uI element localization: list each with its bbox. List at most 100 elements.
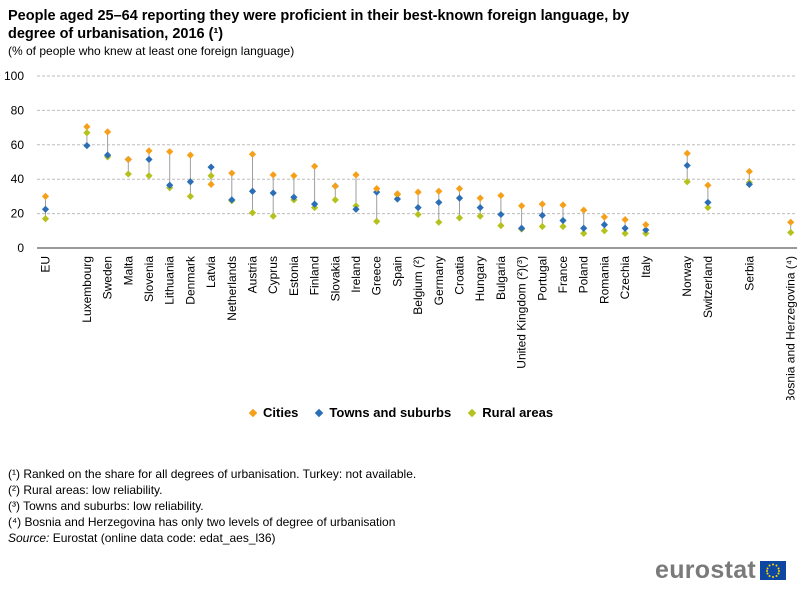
point-rural-areas [124, 170, 132, 178]
eurostat-logo: eurostat [655, 556, 787, 585]
point-cities [518, 202, 526, 210]
eu-flag-icon [760, 561, 787, 580]
point-towns-and-suburbs [166, 181, 174, 189]
x-tick-label: Portugal [535, 256, 549, 301]
legend-item-rural: Rural areas [467, 405, 554, 420]
x-tick-label: Greece [370, 256, 384, 296]
chart-legend: Cities Towns and suburbs Rural areas [248, 405, 554, 420]
point-towns-and-suburbs [290, 193, 298, 201]
x-tick-label: Poland [577, 256, 591, 293]
x-tick-label: Lithuania [163, 256, 177, 305]
source-text: Eurostat (online data code: edat_aes_l36… [52, 531, 276, 545]
y-tick-label: 100 [4, 69, 24, 83]
point-cities [435, 187, 443, 195]
x-tick-label: Latvia [204, 256, 218, 288]
footnote-4: (⁴) Bosnia and Herzegovina has only two … [8, 515, 396, 529]
point-rural-areas [559, 222, 567, 231]
point-towns-and-suburbs [145, 155, 153, 164]
point-cities [186, 151, 194, 159]
y-tick-label: 20 [11, 207, 25, 221]
dot-plot-chart: 0 20 40 60 80 100 EU Luxembourg Sweden Malta Slove… [4, 69, 798, 400]
x-tick-label: Serbia [742, 256, 756, 291]
point-cities [393, 190, 401, 198]
legend-label-rural: Rural areas [482, 405, 554, 420]
x-tick-label: Estonia [287, 256, 301, 296]
x-tick-label: Netherlands [225, 256, 239, 321]
point-rural-areas [580, 229, 588, 237]
source-label: Source: [8, 531, 50, 545]
point-cities [642, 221, 650, 229]
point-rural-areas [414, 210, 422, 219]
point-towns-and-suburbs [745, 180, 753, 188]
x-tick-label: Hungary [473, 256, 487, 301]
footnote-2: (²) Rural areas: low reliability. [8, 483, 163, 497]
point-cities [497, 191, 505, 200]
point-cities [331, 182, 339, 190]
point-towns-and-suburbs [580, 224, 588, 232]
point-cities [124, 155, 132, 164]
point-rural-areas [497, 222, 505, 230]
footnote-3: (³) Towns and suburbs: low reliability. [8, 499, 204, 513]
point-rural-areas [704, 203, 712, 212]
point-rural-areas [186, 192, 194, 200]
point-cities [104, 128, 112, 136]
x-tick-label: Slovakia [328, 256, 342, 302]
point-towns-and-suburbs [704, 198, 712, 207]
point-towns-and-suburbs [311, 200, 319, 208]
point-cities [145, 147, 153, 155]
chart-title: People aged 25–64 reporting they were pr… [8, 8, 630, 42]
point-rural-areas [787, 228, 795, 237]
point-rural-areas [455, 214, 464, 222]
point-towns-and-suburbs [352, 205, 360, 213]
point-cities [207, 180, 215, 188]
chart-subtitle: (% of people who knew at least one forei… [8, 44, 295, 58]
point-towns-and-suburbs [621, 224, 629, 232]
legend-item-towns: Towns and suburbs [315, 405, 452, 420]
point-cities [269, 171, 277, 179]
point-rural-areas [145, 172, 153, 180]
point-cities [373, 185, 381, 193]
point-rural-areas [41, 215, 50, 223]
x-tick-label: Spain [390, 256, 404, 287]
point-towns-and-suburbs [683, 161, 691, 170]
legend-label-towns: Towns and suburbs [329, 405, 452, 420]
x-tick-label: Sweden [101, 256, 115, 299]
eurostat-wordmark: eurostat [655, 556, 757, 584]
point-cities [248, 150, 257, 158]
x-tick-label: United Kingdom (²)(³) [515, 256, 529, 369]
legend-item-cities: Cities [248, 405, 298, 420]
point-rural-areas [600, 227, 608, 235]
source-line: Source: Eurostat (online data code: edat… [8, 530, 416, 546]
x-tick-label: Luxembourg [80, 256, 94, 323]
point-towns-and-suburbs [228, 196, 236, 204]
point-towns-and-suburbs [497, 210, 505, 219]
point-rural-areas [683, 178, 691, 186]
point-rural-areas [373, 217, 381, 225]
x-tick-label: Cyprus [266, 256, 280, 294]
x-tick-label: Germany [432, 256, 446, 305]
point-cities [704, 181, 712, 189]
point-rural-areas [538, 222, 546, 231]
point-towns-and-suburbs [186, 178, 194, 186]
point-cities [352, 171, 360, 179]
x-tick-label: Norway [680, 256, 694, 297]
y-tick-label: 0 [17, 241, 24, 255]
x-tick-label: Bulgaria [494, 256, 508, 300]
x-tick-label: Slovenia [142, 256, 156, 302]
point-cities [166, 148, 174, 156]
point-towns-and-suburbs [393, 195, 401, 203]
x-tick-label: Bosnia and Herzegovina (⁴) [784, 256, 798, 400]
point-cities [290, 172, 298, 180]
x-tick-label: Finland [308, 256, 322, 295]
point-rural-areas [269, 212, 277, 220]
point-towns-and-suburbs [559, 216, 567, 225]
point-towns-and-suburbs [435, 198, 443, 207]
x-tick-label: Switzerland [701, 256, 715, 318]
x-tick-label: Czechia [618, 256, 632, 300]
x-tick-label: Romania [597, 256, 611, 304]
point-towns-and-suburbs [455, 194, 464, 202]
x-tick-label: Malta [121, 256, 135, 286]
point-cities [787, 218, 795, 226]
x-tick-label: France [556, 256, 570, 294]
point-cities [455, 185, 464, 193]
